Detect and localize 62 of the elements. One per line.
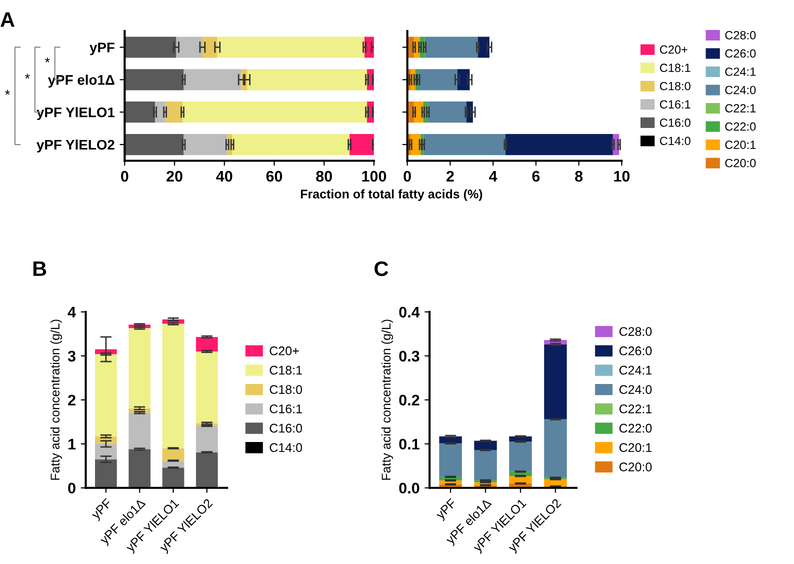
legend-label: C20:1 [725,140,756,149]
y-axis-title: Fatty acid concentration (g/L) [50,320,62,480]
legend-label: C26:0 [619,346,652,356]
x-tick-label: 0 [121,170,128,182]
legend-label: C24:1 [619,366,652,375]
text: * [5,90,10,95]
legend-label: C22:1 [725,104,756,112]
y-tick-label: yPF elo1Δ [48,74,114,88]
legend-label: C16:1 [660,100,690,109]
legend-label: C16:1 [270,404,302,414]
legend-label: C26:0 [725,49,756,58]
x-tick-label: 8 [575,170,583,182]
legend-label: C16:0 [270,424,302,433]
legend-label: C18:0 [660,82,690,90]
x-tick-label: 20 [166,170,182,182]
x-tick-label: 40 [216,170,232,182]
y-tick-label: 0 [68,482,76,494]
legend-label: C22:0 [725,122,756,131]
text: A [0,12,14,27]
legend-label: C22:1 [619,404,652,414]
x-tick-label: 80 [316,170,332,182]
y-tick-label: 1 [68,438,76,450]
y-tick-label: 4 [68,306,76,318]
legend-label: C24:0 [619,385,652,394]
legend-label: C22:0 [619,424,652,433]
x-axis-title: Fraction of total fatty acids (%) [300,189,482,201]
legend-label: C24:0 [725,86,756,94]
y-tick-label: 3 [68,350,76,362]
x-tick-label: 60 [266,170,282,182]
legend-label: C20+ [270,346,299,356]
legend-label: C14:0 [660,136,690,146]
y-tick-label: 2 [68,394,76,406]
x-tick-label: 10 [614,170,630,182]
x-tick-label: 2 [446,170,454,182]
text: C [374,261,388,276]
y-tick-label: 0.3 [399,350,420,362]
legend-label: C14:0 [270,443,302,452]
y-tick-label: 0.2 [399,394,420,406]
y-tick-label: 0.4 [399,306,420,318]
text: B [33,262,46,276]
y-axis-title: Fatty acid concentration (g/L) [381,320,394,480]
legend-label: C20+ [660,45,688,54]
y-tick-label: yPF [90,42,114,56]
legend-label: C18:0 [270,385,302,394]
text: * [44,57,50,62]
y-tick-label: yPF YlELO1 [36,107,115,120]
legend-label: C28:0 [725,31,756,40]
x-tick-label: 4 [489,171,498,182]
legend-label: C18:1 [270,366,302,375]
legend-label: C20:0 [725,158,756,168]
text: * [24,74,30,79]
legend-label: C20:1 [619,443,652,452]
legend-label: C18:1 [660,64,690,72]
y-tick-label: 0.1 [399,438,420,450]
y-tick-label: yPF YlELO2 [36,139,114,152]
legend-label: C24:1 [725,68,756,76]
x-tick-label: 100 [362,170,386,182]
x-tick-label: 6 [532,170,540,182]
legend-label: C20:0 [619,462,652,472]
legend-label: C28:0 [619,327,652,336]
y-tick-label: 0.0 [399,482,420,494]
legend-label: C16:0 [660,118,690,127]
